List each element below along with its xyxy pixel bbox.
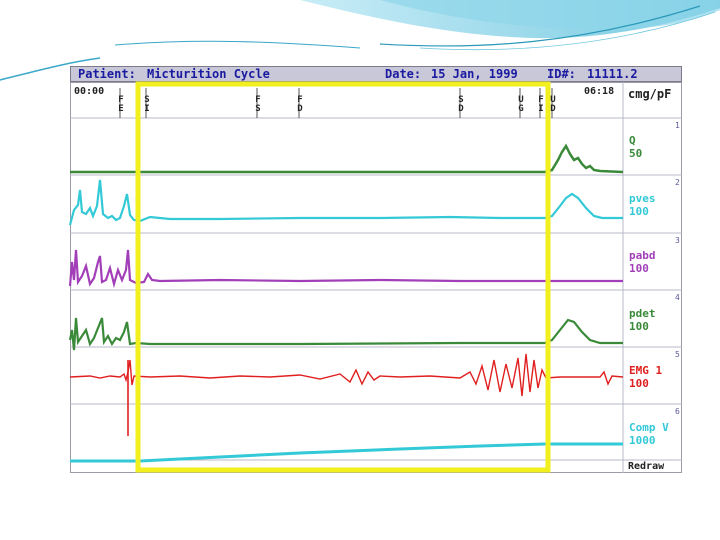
trace-pdet — [68, 317, 623, 351]
channel-number: 3 — [675, 236, 680, 245]
channel-number: 4 — [675, 293, 680, 302]
event-marker-top: F — [297, 95, 303, 105]
channel-scale-q[interactable]: 50 — [629, 147, 643, 160]
event-marker-top: F — [255, 95, 261, 105]
channel-scale-pves[interactable]: 100 — [629, 205, 649, 218]
channel-name-pabd[interactable]: pabd — [629, 249, 656, 262]
highlight-rectangle — [135, 81, 551, 473]
event-marker-bottom: D — [550, 104, 556, 114]
event-marker-top: S — [144, 95, 150, 105]
redraw-button[interactable]: Redraw — [628, 461, 665, 472]
banner-wave-decoration — [0, 0, 720, 81]
patient-header-bar: Patient: Micturition Cycle Date: 15 Jan,… — [70, 66, 682, 82]
event-marker-top: U — [518, 95, 524, 105]
channel-scale-pabd[interactable]: 100 — [629, 262, 649, 275]
channel-name-pdet[interactable]: pdet — [629, 307, 656, 320]
trace-compv — [70, 442, 623, 463]
event-marker-bottom: I — [538, 104, 544, 114]
event-marker-bottom: E — [118, 104, 124, 114]
event-marker-bottom: D — [458, 104, 464, 114]
channel-name-q[interactable]: Q — [629, 134, 636, 147]
trace-pabd — [68, 249, 623, 289]
trace-emg — [69, 353, 624, 397]
end-time: 06:18 — [584, 86, 615, 97]
event-marker-top: F — [118, 95, 124, 105]
trace-pves — [68, 179, 623, 226]
event-marker-top: U — [550, 95, 556, 105]
patient-value: Micturition Cycle — [147, 67, 270, 81]
channel-scale-emg[interactable]: 100 — [629, 377, 649, 390]
event-marker-bottom: S — [255, 104, 261, 114]
event-marker-top: F — [538, 95, 544, 105]
date-label: Date: — [385, 67, 422, 81]
channel-number: 6 — [675, 407, 680, 416]
patient-label: Patient: — [78, 67, 136, 81]
channel-number: 5 — [675, 350, 680, 359]
channel-number: 1 — [675, 121, 680, 130]
trace-q — [70, 143, 624, 174]
event-marker-top: S — [458, 95, 464, 105]
channel-name-compv[interactable]: Comp V — [629, 421, 669, 434]
channel-name-pves[interactable]: pves — [629, 192, 656, 205]
units-label: cmg/pF — [628, 87, 672, 101]
event-marker-bottom: D — [297, 104, 303, 114]
id-label: ID#: — [547, 67, 576, 81]
channel-name-emg[interactable]: EMG 1 — [629, 364, 663, 377]
channel-scale-compv[interactable]: 1000 — [629, 434, 656, 447]
event-marker-bottom: G — [518, 104, 524, 114]
channel-number: 2 — [675, 178, 680, 187]
start-time: 00:00 — [74, 86, 105, 97]
id-value: 11111.2 — [587, 67, 638, 81]
channel-scale-pdet[interactable]: 100 — [629, 320, 649, 333]
date-value: 15 Jan, 1999 — [431, 67, 518, 81]
event-marker-bottom: I — [144, 104, 150, 114]
